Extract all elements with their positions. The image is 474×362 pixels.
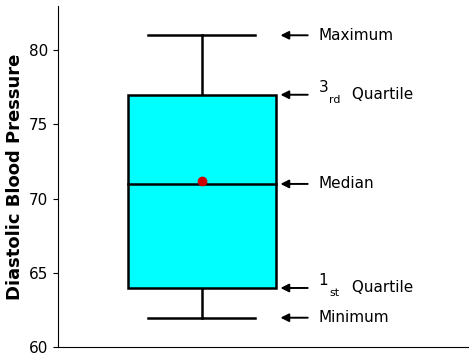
Text: 1: 1	[319, 273, 328, 288]
Text: 3: 3	[319, 80, 328, 95]
Text: Maximum: Maximum	[319, 28, 394, 43]
Text: Minimum: Minimum	[319, 310, 389, 325]
Text: Quartile: Quartile	[346, 87, 413, 102]
Text: st: st	[329, 288, 339, 298]
Text: Median: Median	[319, 176, 374, 191]
Text: Quartile: Quartile	[346, 281, 413, 295]
Text: rd: rd	[329, 95, 340, 105]
Bar	[128, 95, 276, 288]
Y-axis label: Diastolic Blood Pressure: Diastolic Blood Pressure	[6, 53, 24, 300]
